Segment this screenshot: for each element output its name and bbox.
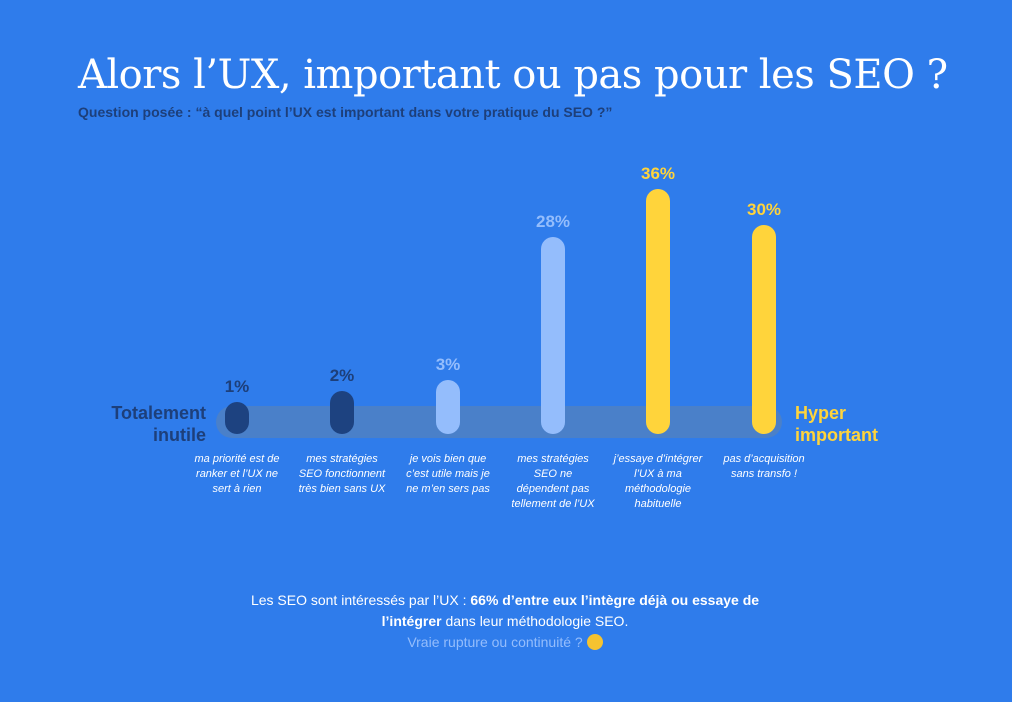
scale-right-label: Hyper important xyxy=(795,403,878,445)
footer-part2: dans leur méthodologie SEO. xyxy=(441,613,629,629)
bar-6 xyxy=(752,225,776,434)
category-label: j’essaye d’intégrer l’UX à ma méthodolog… xyxy=(613,453,703,510)
category-label: je vois bien que c’est utile mais je ne … xyxy=(406,453,490,495)
thinking-emoji-icon xyxy=(586,634,603,650)
bar-4 xyxy=(541,237,565,434)
data-label: 28% xyxy=(535,212,571,232)
category-label: mes stratégies SEO fonctionnent très bie… xyxy=(298,453,386,495)
category-label: pas d’acquisition sans transfo ! xyxy=(723,453,805,480)
footer-text: Les SEO sont intéressés par l’UX : 66% d… xyxy=(250,590,760,653)
scale-track xyxy=(216,406,782,438)
footer-bold: 66% d’entre eux l’intègre déjà ou essaye… xyxy=(381,592,760,629)
chart-subtitle: Question posée : “à quel point l’UX est … xyxy=(78,104,613,120)
bar-3 xyxy=(436,379,460,434)
data-label: 2% xyxy=(329,365,355,385)
bar-1 xyxy=(225,402,249,434)
bar-2 xyxy=(330,390,354,434)
data-label: 3% xyxy=(435,354,461,374)
data-label: 1% xyxy=(224,377,250,396)
bar-5 xyxy=(646,188,670,434)
data-label: 36% xyxy=(640,163,676,183)
scale-left-label: Totalement inutile xyxy=(111,403,206,445)
footer-part1: Les SEO sont intéressés par l’UX : xyxy=(250,592,471,608)
category-label: ma priorité est de ranker et l’UX ne ser… xyxy=(194,453,280,495)
data-label: 30% xyxy=(746,200,782,220)
category-label: mes stratégies SEO ne dépendent pas tell… xyxy=(511,453,595,510)
footer-question: Vraie rupture ou continuité ? xyxy=(407,634,583,650)
chart-title: Alors l’UX, important ou pas pour les SE… xyxy=(78,52,948,98)
